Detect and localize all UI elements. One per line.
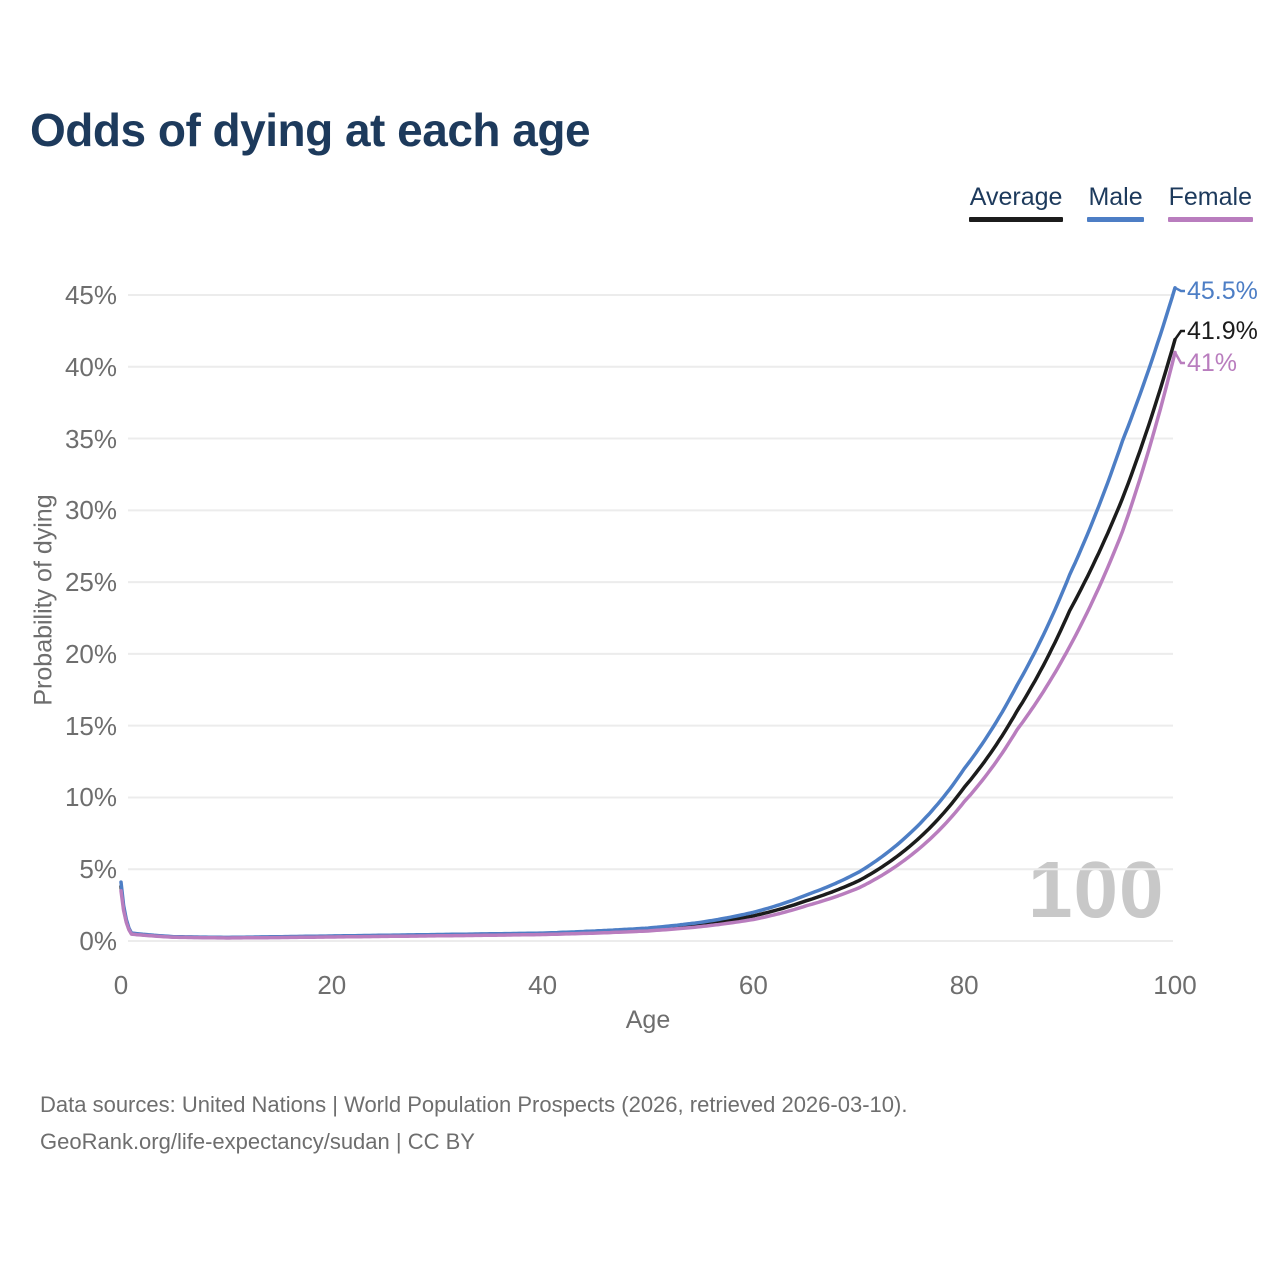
y-tick-label: 45% [64, 279, 117, 310]
y-tick-label: 35% [64, 423, 117, 454]
y-tick-label: 15% [64, 710, 117, 741]
legend-item-female[interactable]: Female [1167, 183, 1253, 222]
legend-swatch-male [1087, 217, 1144, 222]
end-label-connector [1173, 329, 1185, 341]
x-tick-label: 60 [738, 970, 768, 1000]
x-tick-label: 20 [317, 970, 347, 1000]
legend-item-male[interactable]: Male [1087, 183, 1144, 222]
end-label-connector [1174, 286, 1185, 293]
series-line-average [119, 337, 1177, 940]
legend-item-average[interactable]: Average [968, 183, 1064, 222]
data-sources-line: Data sources: United Nations | World Pop… [40, 1092, 908, 1117]
y-tick-label: 40% [64, 351, 117, 382]
watermark-hover-age: 100 [1028, 845, 1165, 934]
x-tick-label: 40 [528, 970, 558, 1000]
series-line-female [119, 350, 1177, 940]
y-axis-title: Probability of dying [29, 494, 58, 706]
x-tick-label: 100 [1153, 970, 1197, 1000]
legend-swatch-female [1167, 217, 1253, 222]
attribution-line: GeoRank.org/life-expectancy/sudan | CC B… [40, 1129, 475, 1154]
y-tick-label: 5% [79, 854, 117, 885]
legend-label-average: Average [969, 183, 1063, 211]
legend-label-female: Female [1168, 183, 1252, 211]
legend: Average Male Female [968, 183, 1253, 222]
x-tick-label: 80 [949, 970, 979, 1000]
end-label-average: 41.9% [1187, 317, 1258, 345]
y-tick-label: 0% [79, 926, 117, 956]
y-tick-label: 25% [64, 567, 117, 598]
y-tick-label: 10% [64, 782, 117, 813]
chart-title: Odds of dying at each age [30, 104, 591, 156]
y-tick-label: 30% [64, 495, 117, 526]
series-line-male [119, 286, 1177, 940]
legend-label-male: Male [1088, 183, 1143, 211]
end-label-connector [1173, 351, 1185, 365]
x-tick-label: 0 [113, 970, 129, 1000]
end-label-female: 41% [1187, 349, 1238, 377]
x-axis-title: Age [625, 1006, 671, 1034]
end-label-male: 45.5% [1187, 277, 1258, 305]
y-tick-label: 20% [64, 638, 117, 669]
legend-swatch-average [968, 217, 1064, 222]
